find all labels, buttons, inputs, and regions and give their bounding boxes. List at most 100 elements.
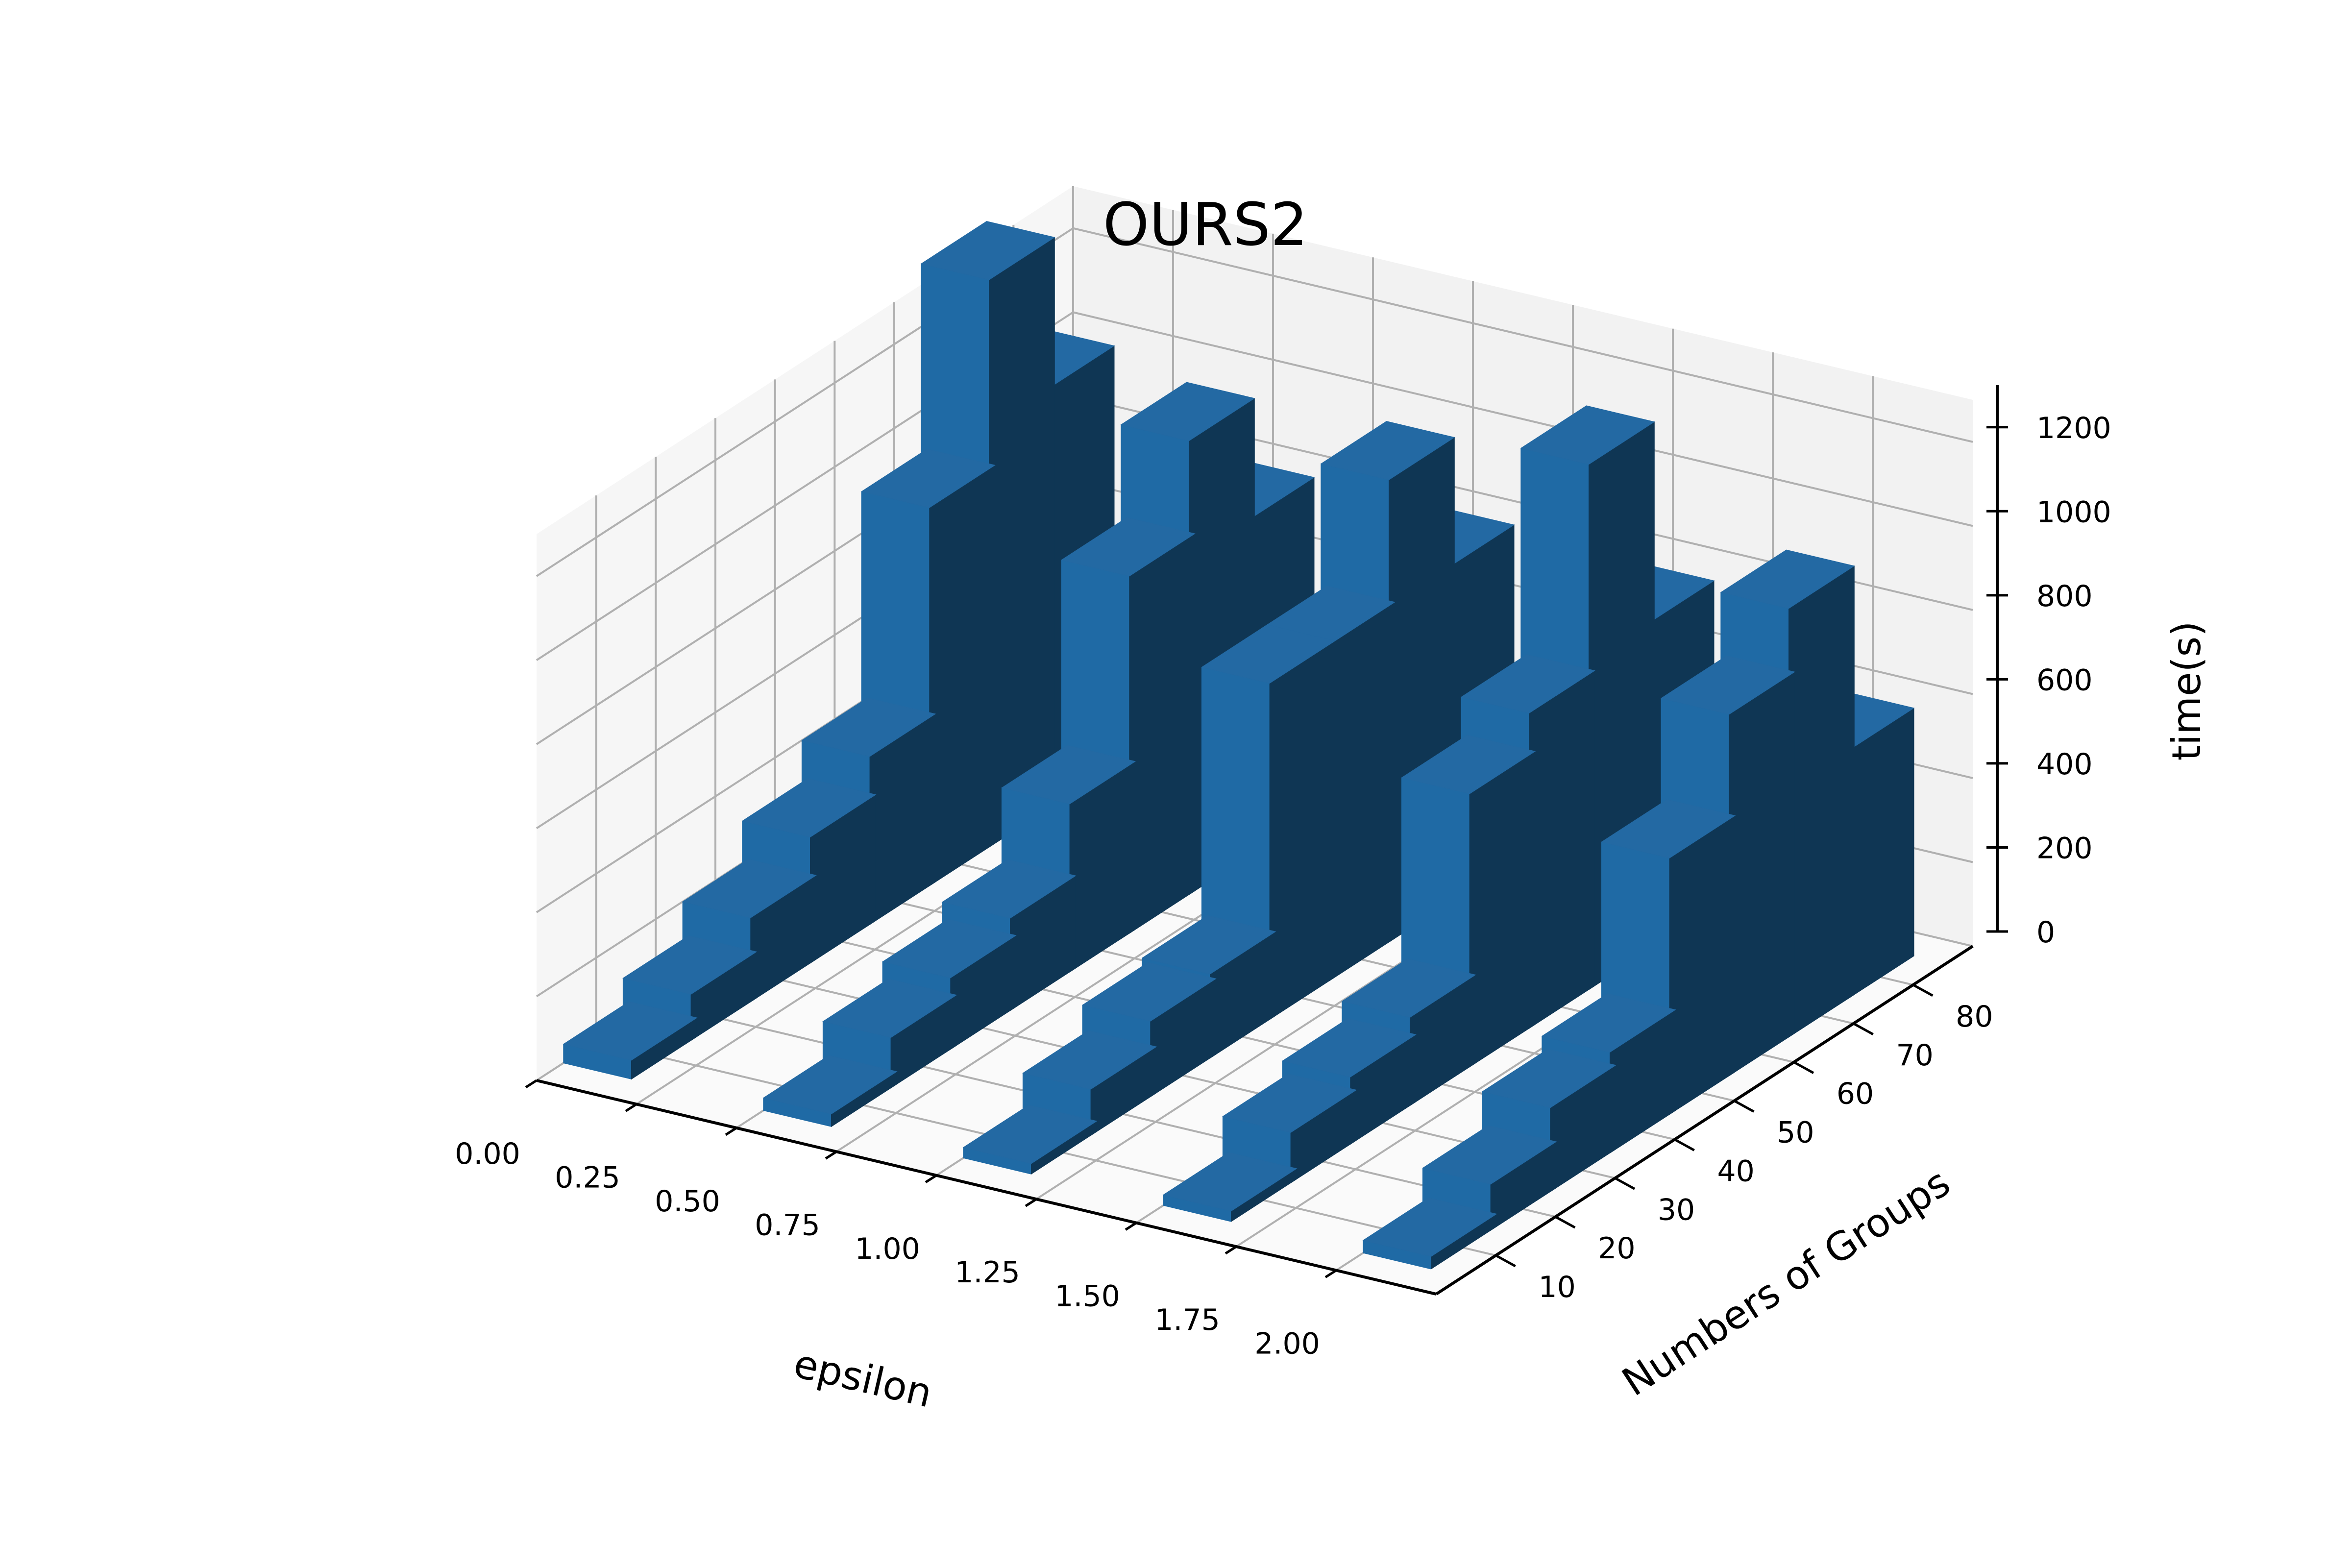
bar-top-face <box>1060 517 1196 577</box>
x-tick-mark <box>1125 1222 1137 1231</box>
y-tick-mark <box>1614 1177 1636 1190</box>
bar-top-face <box>1481 1049 1617 1108</box>
chart-axes <box>536 385 1999 1296</box>
bar-top-face <box>1022 1030 1157 1090</box>
bar-top-face <box>1520 405 1655 465</box>
bar-top-face <box>1141 915 1276 975</box>
bar-side-face <box>1129 533 1196 934</box>
bar-top-face <box>882 919 1017 979</box>
z-tick-label: 1000 <box>2036 495 2111 529</box>
x-tick-label: 2.00 <box>1254 1327 1320 1361</box>
x-tick-label: 1.00 <box>855 1232 920 1266</box>
bar-side-face <box>1329 601 1396 981</box>
z-axis-label: time(s) <box>2164 621 2209 761</box>
bar <box>962 1104 1098 1175</box>
bar-side-face <box>1669 815 1736 1115</box>
bar-side-face <box>989 237 1055 848</box>
bar-top-face <box>962 1104 1098 1164</box>
x-tick-mark <box>1025 1198 1037 1207</box>
y-tick-mark <box>1853 1022 1874 1035</box>
y-tick-mark <box>1555 1216 1576 1229</box>
y-tick-label: 70 <box>1896 1038 1933 1073</box>
bar <box>860 448 996 886</box>
bar-top-face <box>622 935 758 995</box>
bar-top-face <box>1201 624 1336 684</box>
z-tick-label: 800 <box>2036 579 2093 613</box>
x-tick-label: 1.50 <box>1054 1279 1120 1314</box>
bar-top-face <box>941 859 1077 919</box>
bar-side-face <box>1529 670 1595 1029</box>
x-tick-label: 0.75 <box>755 1208 820 1242</box>
bar-top-face <box>563 1001 698 1061</box>
z-tick-label: 1200 <box>2036 411 2111 445</box>
bar-top-face <box>1660 655 1795 715</box>
z-tick-label: 600 <box>2036 663 2093 697</box>
chart-ticks: 0.00 0.25 0.50 0.75 1.00 1.25 1.50 1.75 2.00 10 20… <box>455 411 2111 1361</box>
z-tick-label: 0 <box>2036 915 2055 950</box>
bar-top-face <box>1320 421 1455 480</box>
bar-top-face <box>1362 1197 1497 1257</box>
x-tick-label: 1.75 <box>1154 1303 1220 1337</box>
y-tick-mark <box>1674 1138 1695 1152</box>
x-tick-mark <box>725 1127 737 1136</box>
bar-side-face <box>1269 640 1336 1020</box>
grid-line-z <box>536 311 1973 661</box>
bar-top-face <box>1001 745 1136 805</box>
x-axis-label: epsilon <box>789 1341 936 1417</box>
bar-top-face <box>801 697 936 757</box>
x-tick-label: 0.00 <box>455 1137 520 1171</box>
grid-line-z <box>536 227 1973 577</box>
z-tick-label: 200 <box>2036 831 2093 865</box>
bar-top-face <box>1401 735 1536 794</box>
bar <box>1162 1152 1298 1223</box>
x-tick-mark <box>625 1103 637 1112</box>
bar-top-face <box>1281 1018 1417 1078</box>
y-tick-mark <box>1793 1061 1814 1074</box>
z-tick-label: 400 <box>2036 747 2093 782</box>
bar-top-face <box>1541 993 1676 1053</box>
y-tick-label: 80 <box>1956 1000 1993 1034</box>
y-tick-mark <box>1912 983 1934 997</box>
x-tick-label: 1.25 <box>955 1255 1020 1290</box>
bar-top-face <box>1601 799 1736 858</box>
y-tick-label: 50 <box>1777 1116 1814 1150</box>
bar-top-face <box>762 1055 898 1115</box>
bar-side-face <box>1729 671 1795 1077</box>
bar-top-face <box>1720 549 1855 609</box>
bar <box>762 1055 898 1127</box>
chart-bars <box>563 220 1915 1270</box>
bar-side-face <box>1469 751 1536 1068</box>
y-tick-mark <box>1734 1100 1755 1113</box>
x-tick-mark <box>825 1151 837 1160</box>
bar-side-face <box>1788 565 1855 1038</box>
x-tick-mark <box>1324 1269 1337 1278</box>
y-tick-label: 10 <box>1538 1270 1575 1304</box>
bar-top-face <box>1222 1074 1357 1133</box>
bar-top-face <box>682 858 817 918</box>
bar-top-face <box>1162 1152 1298 1212</box>
bar-top-face <box>1422 1125 1557 1185</box>
chart-title: OURS2 <box>1103 191 1308 259</box>
bar-top-face <box>1120 382 1255 441</box>
bar <box>563 1001 698 1080</box>
bar-top-face <box>1081 962 1217 1022</box>
bar-top-face <box>920 220 1055 280</box>
x-tick-mark <box>525 1079 538 1089</box>
x-tick-mark <box>925 1174 937 1183</box>
bar-top-face <box>822 979 957 1038</box>
x-tick-mark <box>1225 1246 1237 1255</box>
x-axis-line <box>536 1079 1437 1296</box>
bar-top-face <box>1341 958 1476 1018</box>
bar <box>1422 1125 1557 1231</box>
bar <box>1362 1197 1497 1270</box>
x-tick-label: 0.50 <box>655 1184 720 1219</box>
bar-side-face <box>929 465 996 886</box>
x-tick-label: 0.25 <box>555 1160 620 1195</box>
bar-top-face <box>860 448 996 508</box>
y-tick-mark <box>1495 1254 1516 1268</box>
y-tick-label: 40 <box>1717 1154 1754 1188</box>
y-axis-line <box>1435 945 1974 1296</box>
y-tick-label: 20 <box>1598 1231 1635 1266</box>
bar-top-face <box>1460 654 1595 713</box>
